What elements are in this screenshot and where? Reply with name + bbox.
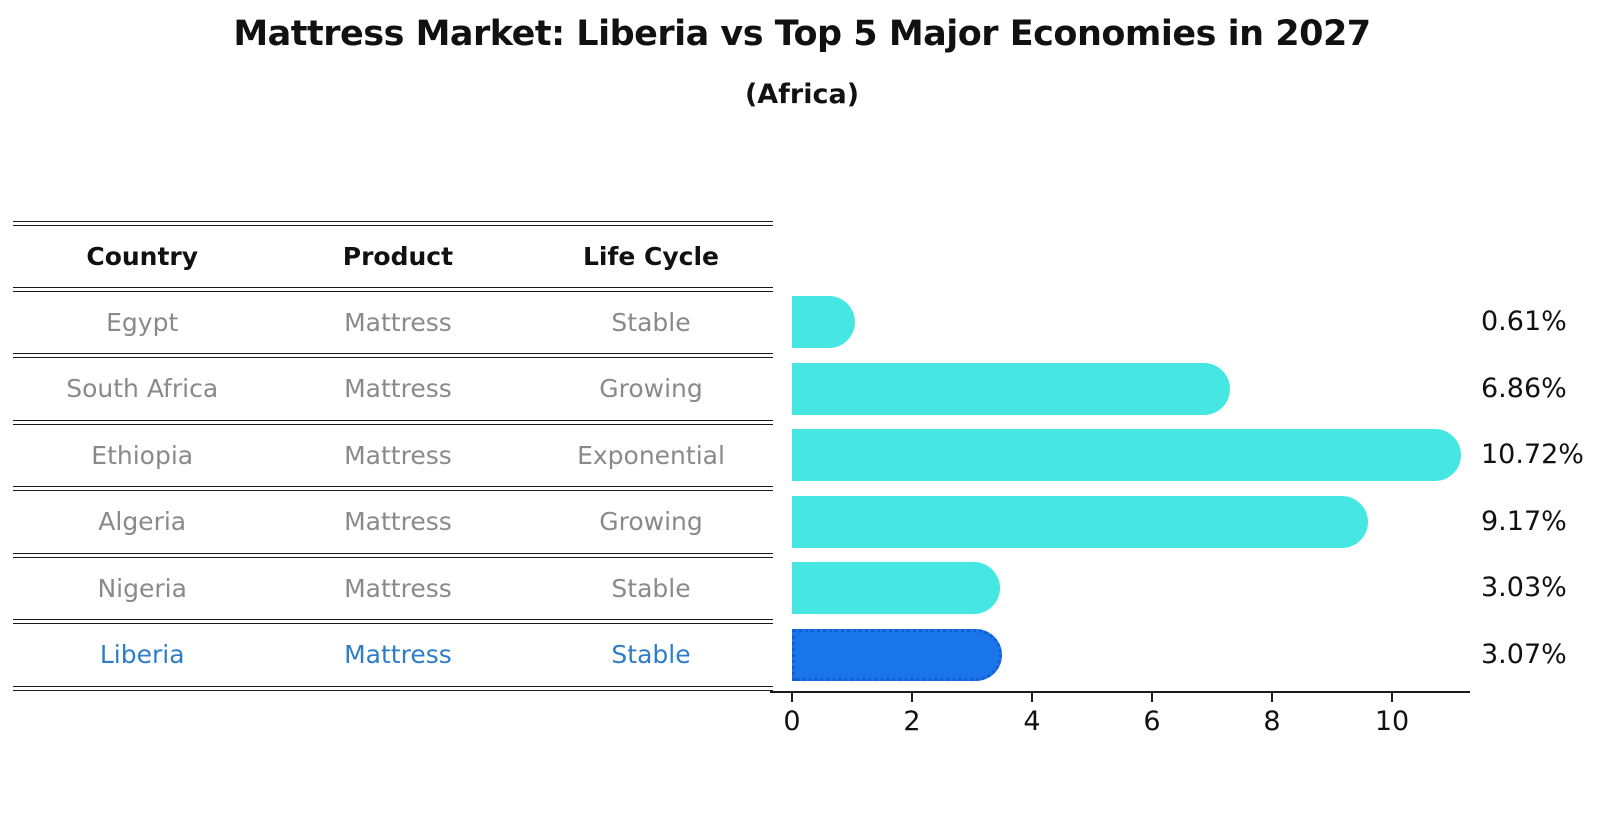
header-country: Country bbox=[86, 241, 199, 271]
cell-product: Mattress bbox=[344, 507, 452, 537]
table-separator-line bbox=[13, 286, 773, 292]
table-separator-line bbox=[13, 685, 773, 691]
bar-value-label: 3.03% bbox=[1481, 572, 1567, 604]
header-product: Product bbox=[342, 241, 454, 271]
x-axis-tick-mark bbox=[911, 691, 913, 702]
bar-value-label: 3.07% bbox=[1481, 638, 1567, 670]
x-axis-tick-mark bbox=[1271, 691, 1273, 702]
table-row: South Africa Mattress Growing bbox=[13, 356, 773, 423]
cell-country: Liberia bbox=[99, 640, 185, 670]
table-row: Ethiopia Mattress Exponential bbox=[13, 422, 773, 489]
table-header-row: Country Product Life Cycle bbox=[13, 223, 773, 289]
cell-life-cycle: Stable bbox=[611, 640, 691, 670]
chart-title: Mattress Market: Liberia vs Top 5 Major … bbox=[233, 14, 1371, 54]
bar-value-label: 9.17% bbox=[1481, 505, 1567, 537]
table-row: Algeria Mattress Growing bbox=[13, 489, 773, 556]
x-axis-tick-mark bbox=[1031, 691, 1033, 702]
table-separator-line bbox=[13, 353, 773, 358]
cell-product: Mattress bbox=[344, 573, 452, 603]
x-axis-tick-mark bbox=[1391, 691, 1393, 702]
bar-value-label: 0.61% bbox=[1481, 306, 1567, 338]
x-axis-tick-mark bbox=[791, 691, 793, 702]
x-axis-tick-label: 0 bbox=[783, 706, 801, 737]
table-separator-line bbox=[13, 220, 773, 226]
cell-product: Mattress bbox=[344, 440, 452, 470]
cell-life-cycle: Stable bbox=[611, 307, 691, 337]
x-axis-tick-label: 6 bbox=[1143, 706, 1161, 737]
cell-country: South Africa bbox=[66, 374, 219, 404]
cell-product: Mattress bbox=[344, 374, 452, 404]
x-axis-line bbox=[770, 691, 1470, 694]
table-row: Nigeria Mattress Stable bbox=[13, 555, 773, 622]
bar-value-label: 6.86% bbox=[1481, 372, 1567, 404]
bar-nigeria bbox=[792, 562, 1000, 615]
cell-life-cycle: Growing bbox=[599, 374, 703, 404]
cell-country: Algeria bbox=[98, 507, 187, 537]
bar-south-africa bbox=[792, 362, 1230, 415]
table-separator-line bbox=[13, 486, 773, 491]
table-separator-line bbox=[13, 619, 773, 624]
x-axis-tick-mark bbox=[1151, 691, 1153, 702]
table-separator-line bbox=[13, 552, 773, 558]
cell-product: Mattress bbox=[344, 640, 452, 670]
x-axis-tick-label: 10 bbox=[1374, 706, 1410, 737]
x-axis-tick-label: 4 bbox=[1023, 706, 1041, 737]
cell-life-cycle: Exponential bbox=[577, 440, 725, 470]
header-life-cycle: Life Cycle bbox=[582, 241, 720, 271]
bar-ethiopia bbox=[792, 429, 1462, 482]
cell-product: Mattress bbox=[344, 307, 452, 337]
bar-highlighted-liberia bbox=[792, 628, 1003, 681]
x-axis-tick-label: 2 bbox=[903, 706, 921, 737]
x-axis-tick-label: 8 bbox=[1263, 706, 1281, 737]
cell-country: Egypt bbox=[106, 307, 179, 337]
chart-subtitle: (Africa) bbox=[744, 79, 860, 110]
cell-life-cycle: Stable bbox=[611, 573, 691, 603]
table-row-highlighted: Liberia Mattress Stable bbox=[13, 622, 773, 689]
cell-country: Nigeria bbox=[97, 573, 187, 603]
table-row: Egypt Mattress Stable bbox=[13, 289, 773, 356]
bar-egypt bbox=[792, 296, 855, 349]
bar-value-label: 10.72% bbox=[1481, 439, 1584, 471]
cell-life-cycle: Growing bbox=[599, 507, 703, 537]
cell-country: Ethiopia bbox=[91, 440, 194, 470]
bar-algeria bbox=[792, 495, 1369, 548]
table-separator-line bbox=[13, 419, 773, 425]
